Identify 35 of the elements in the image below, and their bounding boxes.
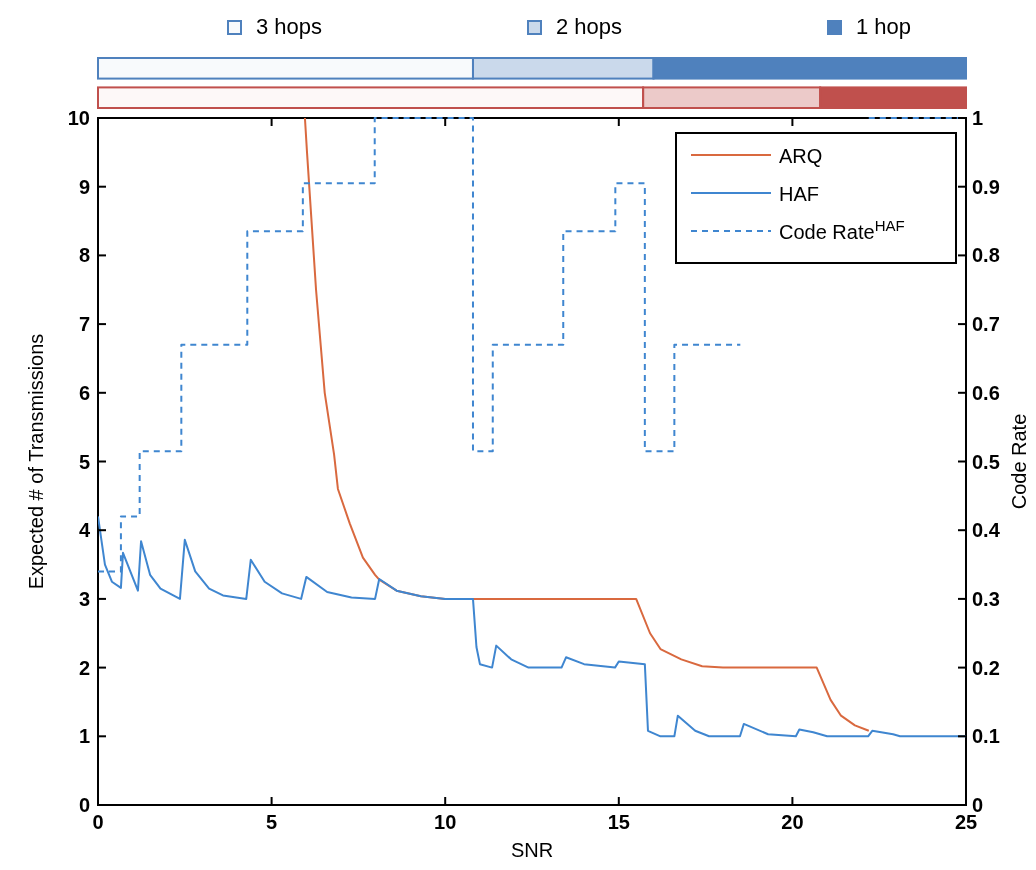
legend-label: 2 hops	[556, 14, 623, 39]
legend-label: Code Rate$^{HAF}$	[779, 216, 905, 243]
y2-tick-label: 0.6	[972, 381, 1000, 404]
y-tick-label: 0	[78, 794, 90, 816]
y-tick-label: 9	[78, 175, 90, 198]
x-axis-title: SNR	[510, 839, 554, 861]
y2-tick-label: 0.1	[972, 725, 1000, 748]
y2-tick-label: 0.5	[972, 450, 1000, 473]
y-tick-label: 7	[78, 313, 90, 336]
y2-tick-label: 0.4	[972, 519, 1001, 542]
x-tick-label: 5	[266, 811, 278, 833]
x-tick-label: 20	[781, 811, 804, 833]
y-tick-label: 1	[78, 725, 90, 748]
y2-tick-label: 1	[972, 107, 984, 129]
y2-tick-label: 0.9	[972, 175, 1000, 198]
y2-tick-label: 0.3	[972, 587, 1000, 610]
x-tick-label: 10	[434, 811, 457, 833]
x-tick-label: 0	[92, 811, 104, 833]
y-tick-label: 3	[78, 587, 90, 610]
x-tick-label: 15	[607, 811, 630, 833]
legend-label: HAF	[779, 183, 819, 205]
y-tick-label: 2	[78, 656, 90, 679]
y2-tick-label: 0.8	[972, 244, 1000, 267]
y-tick-label: 6	[78, 381, 90, 404]
legend-label: 3 hops	[256, 14, 323, 39]
y-tick-label: 4	[78, 519, 91, 542]
y-axis-title: Expected # of Transmissions	[25, 333, 47, 590]
y2-tick-label: 0.2	[972, 656, 1000, 679]
legend-label: ARQ	[779, 145, 823, 167]
y2-tick-label: 0.7	[972, 313, 1000, 336]
y2-axis-title: Code Rate	[1008, 413, 1030, 510]
y-tick-label: 8	[78, 244, 90, 267]
y-tick-label: 5	[78, 450, 90, 473]
y-tick-label: 10	[67, 107, 90, 129]
legend-label: 1 hop	[856, 14, 912, 39]
